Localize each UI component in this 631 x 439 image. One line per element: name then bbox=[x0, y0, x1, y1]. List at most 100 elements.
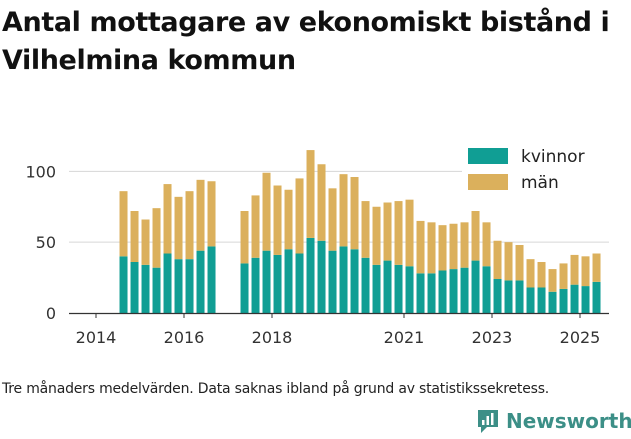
bar-man bbox=[570, 254, 579, 285]
bar-kvinnor bbox=[130, 262, 139, 313]
bar-kvinnor bbox=[405, 266, 414, 313]
bar-kvinnor bbox=[559, 288, 568, 313]
bar-man bbox=[416, 220, 425, 274]
bar-man bbox=[119, 191, 128, 257]
bar-man bbox=[163, 184, 172, 254]
bar-man bbox=[482, 222, 491, 267]
bar-man bbox=[361, 201, 370, 258]
bar-man bbox=[196, 179, 205, 251]
bar-man bbox=[339, 174, 348, 247]
bar-kvinnor bbox=[262, 250, 271, 313]
bar-man bbox=[526, 259, 535, 288]
x-tick-label: 2014 bbox=[76, 328, 117, 347]
bar-kvinnor bbox=[526, 287, 535, 313]
y-tick-label: 50 bbox=[36, 233, 56, 252]
bar-kvinnor bbox=[493, 279, 502, 313]
x-tick-label: 2018 bbox=[252, 328, 293, 347]
bar-man bbox=[515, 245, 524, 281]
bar-man bbox=[262, 172, 271, 251]
bar-kvinnor bbox=[581, 286, 590, 313]
bar-man bbox=[559, 263, 568, 289]
legend-label-kvinnor: kvinnor bbox=[521, 147, 585, 167]
chart: 0 50 100 2014 2016 2018 2021 2023 2025 kvinnor mä… bbox=[25, 143, 612, 347]
legend-swatch-kvinnor bbox=[468, 148, 508, 164]
bar-kvinnor bbox=[295, 253, 304, 313]
bar-kvinnor bbox=[339, 246, 348, 313]
bar-man bbox=[130, 211, 139, 262]
bar-kvinnor bbox=[427, 273, 436, 313]
bar-kvinnor bbox=[251, 257, 260, 313]
bar-man bbox=[141, 219, 150, 265]
bar-man bbox=[284, 189, 293, 250]
bar-kvinnor bbox=[548, 291, 557, 313]
bar-man bbox=[350, 177, 359, 250]
legend-label-man: män bbox=[521, 173, 559, 193]
bar-man bbox=[328, 188, 337, 251]
bar-kvinnor bbox=[152, 267, 161, 313]
bar-man bbox=[548, 269, 557, 292]
bar-kvinnor bbox=[537, 287, 546, 313]
bar-kvinnor bbox=[240, 263, 249, 313]
bar-man bbox=[295, 178, 304, 254]
bar-man bbox=[471, 211, 480, 261]
bar-kvinnor bbox=[570, 284, 579, 313]
bar-kvinnor bbox=[119, 256, 128, 313]
bar-kvinnor bbox=[350, 249, 359, 313]
bar-kvinnor bbox=[196, 250, 205, 313]
bar-kvinnor bbox=[163, 253, 172, 313]
bar-man bbox=[460, 222, 469, 268]
bar-kvinnor bbox=[361, 257, 370, 313]
bar-man bbox=[317, 164, 326, 241]
bar-kvinnor bbox=[416, 273, 425, 313]
bar-man bbox=[581, 256, 590, 287]
bar-man bbox=[372, 206, 381, 265]
bar-kvinnor bbox=[141, 264, 150, 313]
bar-kvinnor bbox=[372, 264, 381, 313]
bar-man bbox=[306, 150, 315, 238]
bar-man bbox=[405, 199, 414, 267]
bar-man bbox=[174, 196, 183, 260]
brand[interactable]: Newsworthy bbox=[476, 406, 631, 436]
bar-man bbox=[537, 262, 546, 288]
bar-kvinnor bbox=[306, 237, 315, 313]
bar-kvinnor bbox=[328, 250, 337, 313]
bar-kvinnor bbox=[482, 266, 491, 313]
bar-man bbox=[152, 208, 161, 268]
bar-man bbox=[394, 201, 403, 265]
bar-man bbox=[427, 222, 436, 274]
bar-kvinnor bbox=[174, 259, 183, 313]
bar-man bbox=[251, 195, 260, 258]
y-tick-label: 100 bbox=[25, 162, 56, 181]
bar-kvinnor bbox=[207, 246, 216, 313]
bar-man bbox=[240, 211, 249, 264]
bar-kvinnor bbox=[383, 260, 392, 313]
bar-man bbox=[273, 185, 282, 255]
bar-kvinnor bbox=[460, 267, 469, 313]
legend-swatch-man bbox=[468, 174, 508, 190]
bar-man bbox=[438, 225, 447, 271]
bar-kvinnor bbox=[449, 269, 458, 313]
bar-man bbox=[383, 202, 392, 261]
bars bbox=[119, 150, 601, 313]
bar-kvinnor bbox=[317, 240, 326, 313]
bar-man bbox=[185, 191, 194, 260]
bar-kvinnor bbox=[394, 264, 403, 313]
bar-kvinnor bbox=[273, 254, 282, 313]
legend: kvinnor män bbox=[462, 143, 612, 195]
x-tick-label: 2021 bbox=[384, 328, 425, 347]
bar-kvinnor bbox=[185, 259, 194, 313]
footnote: Tre månaders medelvärden. Data saknas ib… bbox=[2, 381, 550, 397]
x-tick-label: 2016 bbox=[164, 328, 205, 347]
newsworthy-logo-icon bbox=[478, 410, 498, 433]
bar-kvinnor bbox=[284, 249, 293, 313]
chart-title: Antal mottagare av ekonomiskt bistånd i … bbox=[2, 7, 610, 76]
y-tick-label: 0 bbox=[46, 304, 56, 323]
brand-name: Newsworthy bbox=[506, 409, 631, 433]
bar-man bbox=[504, 242, 513, 281]
axes: 0 50 100 2014 2016 2018 2021 2023 2025 bbox=[25, 162, 609, 347]
bar-man bbox=[493, 240, 502, 279]
bar-man bbox=[449, 223, 458, 270]
x-tick-label: 2025 bbox=[560, 328, 601, 347]
bar-kvinnor bbox=[592, 281, 601, 313]
bar-kvinnor bbox=[438, 270, 447, 313]
